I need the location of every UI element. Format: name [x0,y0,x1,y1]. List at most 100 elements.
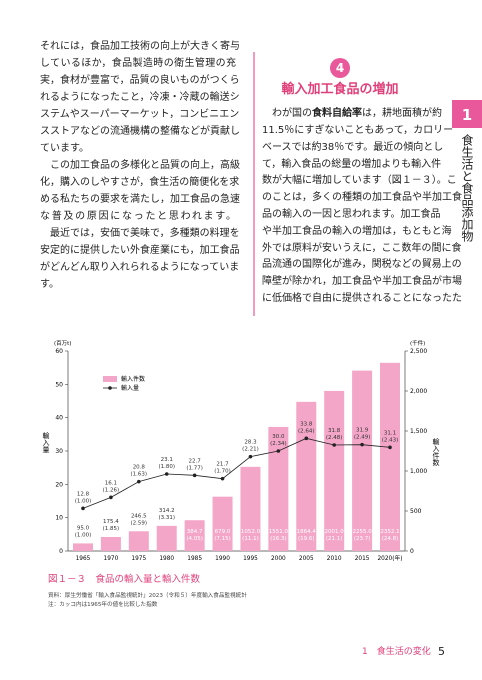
point [388,445,392,450]
point-value-label: 21.7 [216,462,229,468]
x-tick-label: 1970 [104,556,119,562]
bar [73,543,93,551]
bar [380,362,400,551]
point [220,476,225,481]
text-line: ています。 [40,143,89,154]
y2-tick-label: 1,000 [410,468,427,475]
point [276,449,281,453]
point-index-label: (1.26) [103,487,120,493]
x-tick-label: 2010 [327,556,342,562]
side-tab-number: 1 [462,106,472,124]
text-line: しているほか，食品製造時の衛生管理の充 [40,58,236,69]
point-value-label: 12.8 [77,491,90,497]
bar-value-label: 314.2 [159,508,175,514]
point [360,442,364,447]
text-line: 化，購入のしやすさが，食生活の簡便化を求 [40,177,240,188]
bar [184,520,205,551]
point-index-label: (1.77) [186,465,203,471]
bar-index-label: (19.6) [298,536,315,542]
section-badge [330,58,350,78]
bar [156,525,177,551]
point-index-label: (1.70) [214,469,231,475]
text: は，耕地面積が約 [362,108,442,119]
point-value-label: 31.1 [384,430,396,436]
bar-value-label: 1864.4 [297,529,317,535]
text: わが国の [262,108,312,119]
bar-index-label: (11.1) [242,536,259,542]
point-value-label: 23.1 [161,457,173,463]
bar [324,390,345,551]
section-number: 4 [336,61,344,75]
text-line: 品流通の国際化が進み，関税などの貿易上の [262,259,462,271]
bar-value-label: 384.7 [187,529,203,535]
page-number: 5 [438,645,445,658]
text-line: や半加工食品の輸入の増加は，もともと海 [262,225,452,237]
point-value-label: 30.0 [272,434,285,440]
text-line: この加工食品の多様化と品質の向上，高級 [40,160,240,171]
point [137,479,141,484]
point-index-label: (1.80) [158,464,175,470]
legend-swatch [108,386,112,390]
axis-unit: (千件) [410,339,425,347]
text-line: 数が大幅に増加しています（図１－３）。こ [262,175,457,187]
x-tick-label: 1980 [159,556,174,562]
axis-title: 輸入件数 [432,437,440,467]
y2-tick-label: 2,500 [410,348,427,355]
legend-label: 輸入量 [121,384,139,392]
section-title: 輸入加工食品の増加 [281,81,398,97]
text-line: 障壁が除かれ，加工食品や半加工食品が市場 [262,276,462,288]
point-value-label: 20.8 [133,465,146,471]
text-line: な普及の原因になったと思われます。 [40,211,236,222]
y2-tick-label: 2,000 [410,388,427,395]
bar-value-label: 175.4 [103,519,119,525]
point-index-label: (1.63) [131,472,148,478]
y2-tick-label: 0 [410,548,414,555]
bar-index-label: (24.8) [382,536,399,542]
y-tick-label: 60 [55,348,63,355]
text-line: 品の輸入の一因と思われます。加工食品 [262,209,441,220]
x-tick-label: 1985 [187,556,202,562]
axis-title: 輸入量 [42,431,50,453]
point-value-label: 31.9 [356,428,369,434]
point-value-label: 28.3 [244,440,257,446]
text-line: て，輸入食品の総量の増加よりも輸入件 [262,158,442,170]
y2-tick-label: 1,500 [410,428,427,435]
point [81,506,85,511]
x-tick-label: 2015 [355,556,370,562]
bar [212,496,233,551]
point-index-label: (2.34) [270,441,287,447]
text-line: 実，食材が豊富で，品質の良いものがつくら [40,75,240,86]
y-tick-label: 40 [55,415,63,422]
bar-index-label: (2.59) [131,520,148,526]
text-line: れるようになったこと，冷凍・冷蔵の輸送シ [40,92,240,103]
figure-note: 注：カッコ内は1965年の値を比較した指数 [48,600,158,608]
text-line: のことは，多くの種類の加工食品や半加工食 [262,192,462,204]
text-line: に低価格で自由に提供されることになったた [262,293,462,304]
point-value-label: 33.8 [300,421,313,427]
point-value-label: 31.8 [328,428,341,434]
bar-value-label: 2255.0 [352,529,372,535]
legend-swatch [103,376,117,382]
text-line: 外では原料が安いうえに，ここ数年の間に食 [262,242,462,254]
y-tick-label: 20 [55,481,63,488]
point [304,436,309,441]
axis-unit: (百万t) [54,340,71,347]
bar-value-label: 246.5 [131,513,147,519]
bar [268,426,289,551]
bar-index-label: (7.15) [214,536,231,542]
bar-index-label: (3.31) [158,515,175,521]
point [164,472,169,476]
bar-index-label: (1.00) [75,532,92,538]
point-index-label: (2.49) [354,435,371,441]
y2-tick-label: 500 [410,508,422,515]
bar-value-label: 1052.0 [241,529,261,535]
x-tick-label: 2020(年) [377,554,402,562]
point-index-label: (1.00) [75,498,92,504]
text-line: スストアなどの流通機構の整備などが貢献し [40,126,240,137]
bar-index-label: (21.1) [326,536,343,542]
x-tick-label: 2000 [271,556,286,562]
bar [240,466,261,551]
